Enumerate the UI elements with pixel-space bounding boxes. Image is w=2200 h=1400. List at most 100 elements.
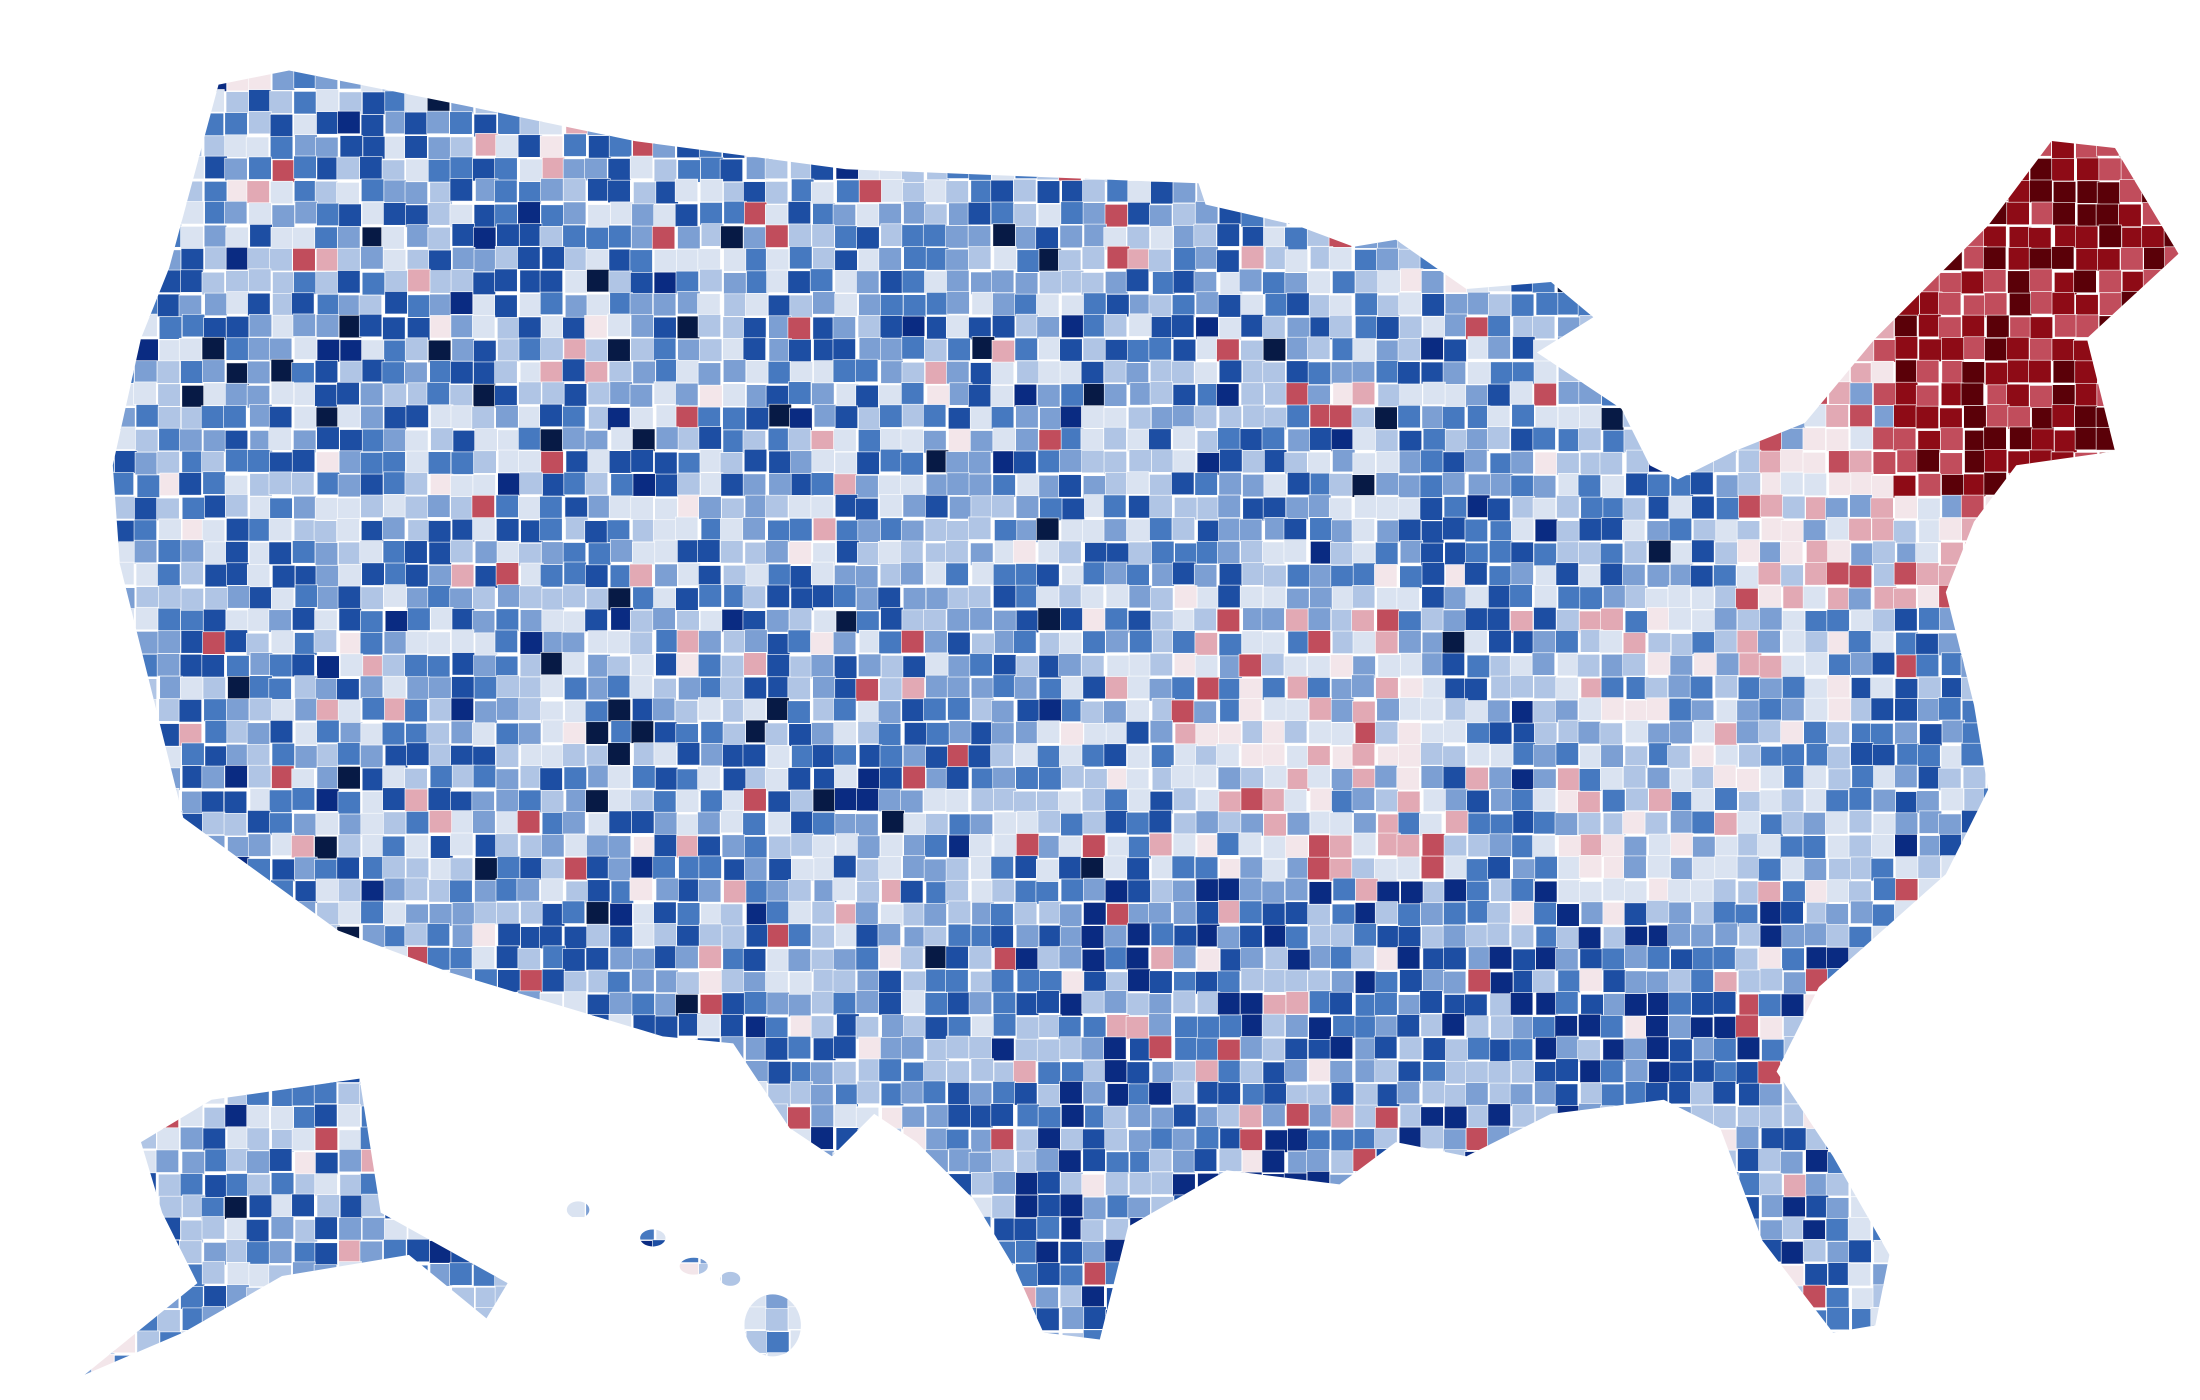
county [1014,743,1038,767]
county [202,1127,226,1151]
county [474,70,499,90]
county [586,293,610,318]
county [248,0,271,23]
county [1783,971,1807,995]
county [1531,269,1556,294]
county [723,248,747,272]
county [383,383,407,407]
county [1939,247,1963,271]
county [382,249,407,273]
county [654,945,678,969]
county [1758,946,1782,971]
county [1084,542,1108,566]
county [1171,676,1195,700]
county [654,451,678,475]
county [1171,517,1195,541]
county [2190,969,2200,992]
county [992,991,1016,1016]
county [1624,945,1648,969]
county [1443,970,1467,995]
county [542,1038,566,1063]
county [1870,858,1894,882]
county [1241,245,1265,270]
county [946,133,971,157]
county [1782,405,1806,429]
county [337,497,361,521]
county [2098,157,2122,181]
county [1872,1126,1897,1150]
county [1783,1103,1807,1127]
county [1532,157,1557,181]
county [2163,225,2179,249]
county [720,676,744,700]
county [45,291,68,314]
county [1128,653,1152,678]
county [677,338,701,363]
county [2030,1036,2054,1060]
county [2099,948,2123,972]
county [360,452,384,476]
county [1238,698,1262,722]
county [1827,112,1851,136]
county [1171,471,1195,496]
county [1917,497,1941,522]
county [2097,878,2121,902]
county [902,587,927,611]
county [181,1036,205,1060]
county [1895,878,1919,902]
county [268,924,293,948]
county [790,134,814,158]
county [1941,70,1965,92]
county [429,903,453,927]
county [1580,136,1604,160]
county [1534,518,1558,542]
county [857,519,881,543]
county [2029,699,2053,723]
county [1873,382,1897,406]
county [1780,471,1804,496]
county [451,1038,476,1062]
county [1828,450,1852,474]
county [1894,249,1918,273]
county [1173,1104,1197,1128]
county [539,1016,563,1040]
county [1940,1036,1965,1060]
county [450,314,474,338]
county [968,516,992,540]
county [1150,587,1174,611]
county [2,1059,25,1082]
county [1330,428,1355,452]
county [246,1127,270,1151]
county [1960,742,1984,767]
county [1398,430,1423,454]
county [1987,44,2010,67]
county [610,1059,634,1084]
county [1103,359,1127,384]
county [1241,630,1265,654]
county [1,451,24,474]
county [1081,133,1105,157]
county [1645,338,1670,362]
county [0,137,21,160]
county [1622,339,1646,363]
county [586,269,610,293]
county [2029,720,2053,744]
county [1016,968,1040,993]
county [113,110,137,134]
county [1148,70,1172,91]
county [1850,742,1874,766]
county [181,313,206,338]
county [925,112,950,136]
county [519,269,543,293]
county [474,540,499,564]
county [1848,1128,1872,1152]
county [1261,880,1285,905]
county [472,315,496,339]
county [1600,517,1625,541]
county [1151,316,1175,340]
county [1918,877,1942,902]
county [1960,1060,1984,1085]
county [2052,360,2076,384]
county [1374,901,1399,925]
county [901,336,925,360]
